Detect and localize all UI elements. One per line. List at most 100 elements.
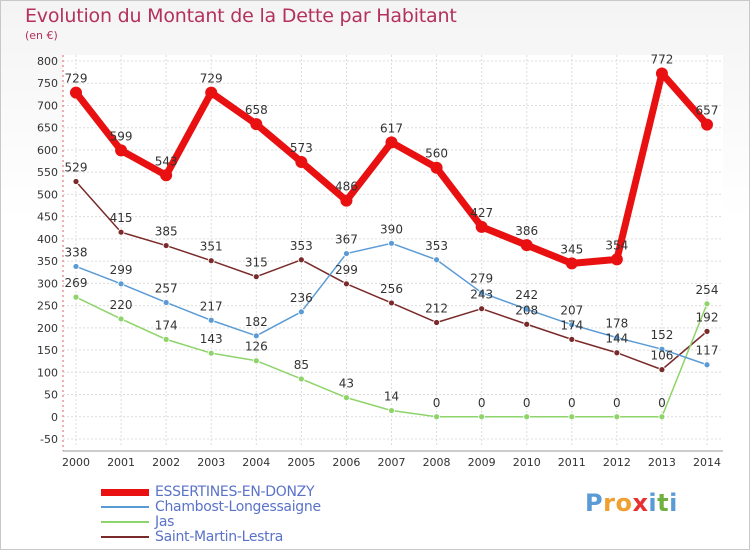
data-point [117,315,125,323]
data-point [613,349,621,357]
y-tick-label: 350 [37,255,58,268]
y-tick-label: 750 [37,77,58,90]
data-point [523,413,531,421]
data-label: 117 [696,344,719,358]
data-label: 543 [155,154,178,168]
data-label: 152 [650,328,673,342]
x-tick-label: 2003 [197,456,225,469]
data-point [250,118,263,131]
data-label: 386 [515,224,538,238]
y-tick-label: 650 [37,122,58,135]
data-point [658,345,666,353]
data-label: 560 [425,147,448,161]
data-point [385,136,398,149]
data-point [252,332,260,340]
data-label: 338 [65,245,88,259]
data-label: 144 [605,332,628,346]
data-label: 143 [200,332,223,346]
data-point [703,300,711,308]
data-point [162,242,170,249]
data-point [162,299,170,306]
data-label: 657 [696,104,719,118]
data-point [207,349,215,357]
data-label: 207 [560,304,583,318]
data-point [523,305,531,313]
data-point [701,118,713,131]
data-point [430,161,443,174]
data-label: 269 [65,276,88,290]
logo-letter: x [632,489,649,517]
data-label: 279 [470,272,493,286]
data-label: 212 [425,301,448,315]
logo-letter: i [648,489,658,517]
data-point [703,361,711,369]
data-label: 0 [568,396,576,410]
y-tick-label: -50 [40,433,58,446]
data-label: 257 [155,281,178,295]
x-tick-label: 2004 [242,456,270,469]
data-label: 14 [384,390,399,404]
x-tick-label: 2005 [287,456,315,469]
data-point [568,413,576,421]
y-tick-label: 300 [37,277,58,290]
data-label: 529 [65,161,88,175]
data-point [207,257,215,265]
data-point [297,256,305,264]
data-point [478,305,486,313]
data-point [117,280,125,288]
data-label: 299 [335,263,358,277]
data-point [72,178,80,185]
x-tick-label: 2008 [423,456,451,469]
data-label: 367 [335,233,358,247]
legend-swatch [101,536,149,538]
legend-label: ESSERTINES-EN-DONZY [155,484,315,500]
data-label: 208 [515,303,538,317]
data-point [252,273,260,281]
legend-swatch [101,521,149,523]
x-tick-label: 2012 [603,456,631,469]
y-tick-label: 250 [37,300,58,313]
data-point [72,263,80,270]
data-label: 573 [290,141,313,155]
data-label: 236 [290,291,313,305]
data-point [340,194,353,207]
y-tick-label: 500 [37,188,58,201]
data-label: 0 [433,396,441,410]
data-point [613,413,621,421]
chart-subtitle: (en €) [25,29,58,42]
x-tick-label: 2001 [107,456,135,469]
x-tick-label: 2006 [332,456,360,469]
data-point [613,334,621,342]
data-label: 43 [339,377,354,391]
data-point [433,256,440,264]
data-point [70,86,82,99]
plot-area [63,55,723,445]
y-tick-label: 50 [44,389,58,402]
data-point [162,335,170,343]
logo-letter: P [585,489,604,517]
data-label: 217 [200,299,223,313]
x-tick-label: 2010 [513,456,541,469]
data-label: 178 [605,317,628,331]
data-point [568,321,576,329]
x-tick-label: 2011 [558,456,586,469]
data-label: 192 [696,310,719,324]
data-label: 427 [470,206,493,220]
data-label: 106 [650,349,673,363]
data-label: 658 [245,103,268,117]
legend-swatch [101,489,149,496]
data-label: 353 [290,239,313,253]
data-label: 617 [380,121,403,135]
data-label: 772 [650,52,673,66]
data-point [475,220,488,233]
y-tick-label: 550 [37,166,58,179]
data-label: 182 [245,315,268,329]
data-point [297,308,305,316]
data-label: 729 [200,72,223,86]
data-label: 385 [155,225,178,239]
data-label: 0 [523,396,531,410]
data-label: 390 [380,222,403,236]
data-point [343,280,350,288]
data-point [297,375,305,383]
